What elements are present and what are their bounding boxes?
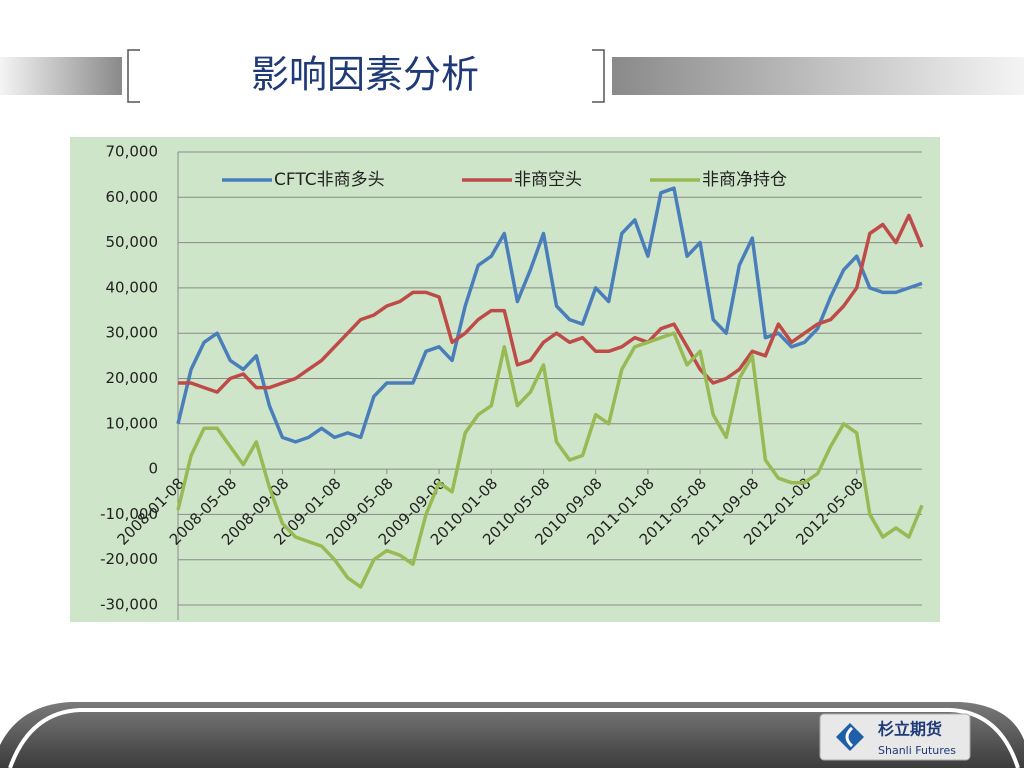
y-tick-label: -20,000 [100, 550, 158, 568]
bracket-left [127, 49, 140, 103]
y-tick-label: 0 [148, 460, 158, 478]
y-tick-label: 50,000 [106, 233, 159, 251]
series-line [178, 213, 924, 394]
footer-band [0, 702, 1024, 768]
logo-icon [836, 723, 864, 751]
y-tick-label: 20,000 [106, 369, 159, 387]
series-line [176, 186, 923, 444]
y-tick-label: 60,000 [106, 188, 159, 206]
logo-subtitle: Shanli Futures [878, 744, 956, 757]
slide-title: 影响因素分析 [251, 53, 479, 97]
footer-curve [8, 708, 1020, 769]
legend-label: 非商净持仓 [702, 170, 787, 190]
bracket-right [592, 49, 605, 103]
y-tick-label: 10,000 [106, 414, 159, 432]
legend-label: 非商空头 [514, 170, 582, 190]
series-line [176, 331, 924, 589]
logo-name: 杉立期货 [878, 720, 942, 739]
logo-box [819, 713, 971, 761]
chart-area [70, 137, 940, 622]
header-bar-left [0, 57, 122, 95]
y-tick-label: -10,000 [100, 505, 158, 523]
y-tick-label: -30,000 [100, 596, 158, 614]
y-tick-label: 40,000 [106, 278, 159, 296]
y-tick-label: 70,000 [106, 143, 159, 161]
legend-label: CFTC非商多头 [274, 170, 385, 190]
header-bar-right [612, 57, 1024, 95]
y-tick-label: 30,000 [106, 324, 159, 342]
logo-icon-mark [845, 726, 854, 748]
